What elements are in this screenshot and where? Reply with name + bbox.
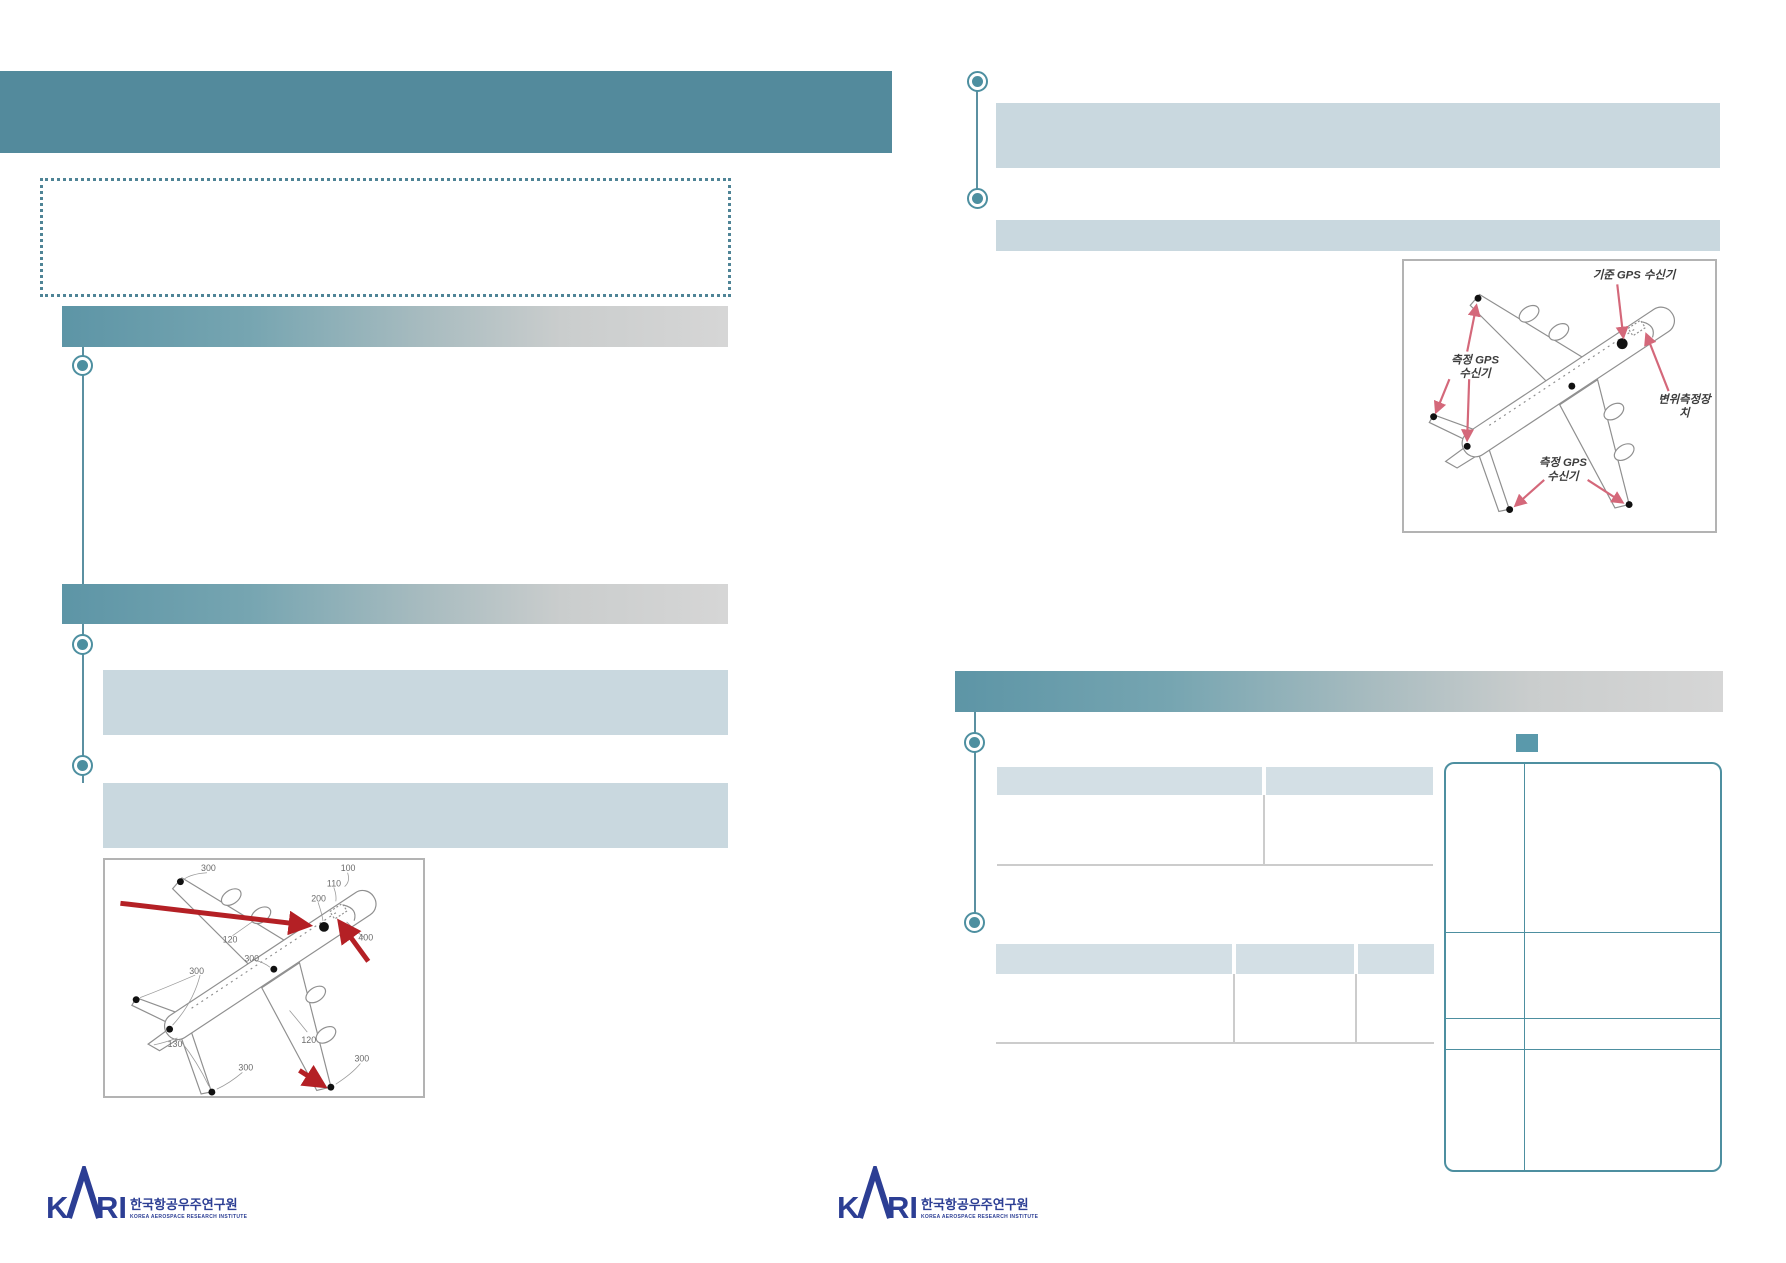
label-displacement-device-line2: 치 bbox=[1679, 407, 1691, 420]
table2-header-cell-1 bbox=[996, 944, 1232, 974]
callout-110: 110 bbox=[327, 879, 341, 889]
measurement-dots bbox=[1430, 294, 1633, 513]
kari-peak-icon bbox=[66, 1161, 102, 1219]
label-displacement-device-line1: 변위측정장 bbox=[1658, 393, 1713, 406]
bullet-circle-icon bbox=[967, 71, 988, 92]
callout-120: 120 bbox=[223, 935, 238, 945]
kari-wordmark-ri: RI bbox=[887, 1190, 918, 1224]
section-bar-2 bbox=[62, 584, 728, 624]
callout-120: 120 bbox=[301, 1035, 316, 1045]
bullet-circle-icon bbox=[72, 755, 93, 776]
kari-korean-name: 한국항공우주연구원 bbox=[130, 1197, 238, 1212]
bullet-circle-icon bbox=[72, 634, 93, 655]
callout-300: 300 bbox=[238, 1062, 253, 1072]
section-connector-line-right-top bbox=[976, 90, 978, 200]
table2-header-cell-2 bbox=[1236, 944, 1354, 974]
kari-english-name: KOREA AEROSPACE RESEARCH INSTITUTE bbox=[921, 1214, 1039, 1220]
kari-peak-icon bbox=[857, 1161, 893, 1219]
highlight-band bbox=[996, 103, 1720, 168]
label-reference-gps-receiver: 기준 GPS 수신기 bbox=[1593, 269, 1677, 282]
kari-logo: K RI 한국항공우주연구원 KOREA AEROSPACE RESEARCH … bbox=[837, 1161, 1052, 1229]
bullet-circle-icon bbox=[964, 732, 985, 753]
table2-bottom-border bbox=[996, 1042, 1434, 1044]
label-measurement-gps-line2: 수신기 bbox=[1459, 367, 1492, 380]
kari-wordmark-k: K bbox=[46, 1190, 69, 1224]
panel-row-divider-2 bbox=[1446, 1018, 1720, 1019]
table1-header-cell-2 bbox=[1266, 767, 1433, 795]
bullet-circle-icon bbox=[72, 355, 93, 376]
kari-wordmark-ri: RI bbox=[96, 1190, 127, 1224]
page-title-band bbox=[0, 71, 892, 153]
callout-200: 200 bbox=[311, 893, 326, 903]
gps-labels: 기준 GPS 수신기 측정 GPS 수신기 변위측정장 치 측정 GPS 수신기 bbox=[1451, 269, 1713, 483]
gps-aircraft-figure: 기준 GPS 수신기 측정 GPS 수신기 변위측정장 치 측정 GPS 수신기 bbox=[1402, 259, 1717, 533]
kari-logo: K RI 한국항공우주연구원 KOREA AEROSPACE RESEARCH … bbox=[46, 1161, 261, 1229]
callout-leaders bbox=[139, 872, 365, 1090]
callout-400: 400 bbox=[358, 933, 373, 943]
bullet-circle-icon bbox=[967, 188, 988, 209]
label-measurement-gps2-line1: 측정 GPS bbox=[1539, 456, 1587, 469]
panel-row-divider-3 bbox=[1446, 1049, 1720, 1050]
callout-300: 300 bbox=[354, 1054, 369, 1064]
kari-logo-graphic: K RI 한국항공우주연구원 KOREA AEROSPACE RESEARCH … bbox=[837, 1161, 1039, 1225]
panel-column-divider bbox=[1524, 764, 1525, 1170]
table2-header-cell-3 bbox=[1358, 944, 1434, 974]
table1-bottom-border bbox=[997, 864, 1433, 866]
legend-square-icon bbox=[1516, 734, 1538, 752]
highlight-band bbox=[996, 220, 1720, 251]
callout-130: 130 bbox=[168, 1039, 183, 1049]
red-arrows bbox=[120, 900, 371, 1089]
table1-header-cell-1 bbox=[997, 767, 1262, 795]
highlight-band bbox=[103, 670, 728, 735]
section-bar-1 bbox=[62, 306, 728, 347]
section-connector-line-left bbox=[82, 347, 84, 783]
table2-column-divider-2 bbox=[1355, 974, 1357, 1042]
data-table-2 bbox=[996, 944, 1434, 1044]
panel-row-divider-1 bbox=[1446, 932, 1720, 933]
callout-300: 300 bbox=[189, 966, 204, 976]
kari-logo-graphic: K RI 한국항공우주연구원 KOREA AEROSPACE RESEARCH … bbox=[46, 1161, 248, 1225]
bullet-circle-icon bbox=[964, 912, 985, 933]
kari-korean-name: 한국항공우주연구원 bbox=[921, 1197, 1029, 1212]
label-measurement-gps2-line2: 수신기 bbox=[1547, 470, 1580, 483]
callout-300: 300 bbox=[244, 953, 259, 963]
gps-aircraft-drawing: 기준 GPS 수신기 측정 GPS 수신기 변위측정장 치 측정 GPS 수신기 bbox=[1428, 269, 1713, 513]
kari-wordmark-k: K bbox=[837, 1190, 860, 1224]
label-measurement-gps-line1: 측정 GPS bbox=[1451, 353, 1499, 366]
highlight-band bbox=[103, 783, 728, 848]
kari-english-name: KOREA AEROSPACE RESEARCH INSTITUTE bbox=[130, 1214, 248, 1220]
pink-arrows bbox=[1433, 284, 1670, 508]
patent-aircraft-drawing: 300 100 110 200 120 300 400 300 130 120 … bbox=[120, 863, 377, 1096]
data-table-1 bbox=[997, 767, 1433, 866]
section-bar-3 bbox=[955, 671, 1723, 712]
section-connector-line-right-bottom bbox=[974, 712, 976, 923]
spec-panel-table bbox=[1444, 762, 1722, 1172]
table2-column-divider-1 bbox=[1233, 974, 1235, 1042]
callout-300: 300 bbox=[201, 863, 216, 873]
patent-aircraft-figure: 300 100 110 200 120 300 400 300 130 120 … bbox=[103, 858, 425, 1098]
aircraft-outline bbox=[131, 877, 377, 1095]
measurement-dots bbox=[132, 878, 335, 1096]
callout-100: 100 bbox=[341, 863, 356, 873]
summary-dotted-box bbox=[40, 178, 731, 297]
table1-column-divider bbox=[1263, 795, 1265, 864]
numeric-callouts: 300 100 110 200 120 300 400 300 130 120 … bbox=[168, 863, 374, 1073]
